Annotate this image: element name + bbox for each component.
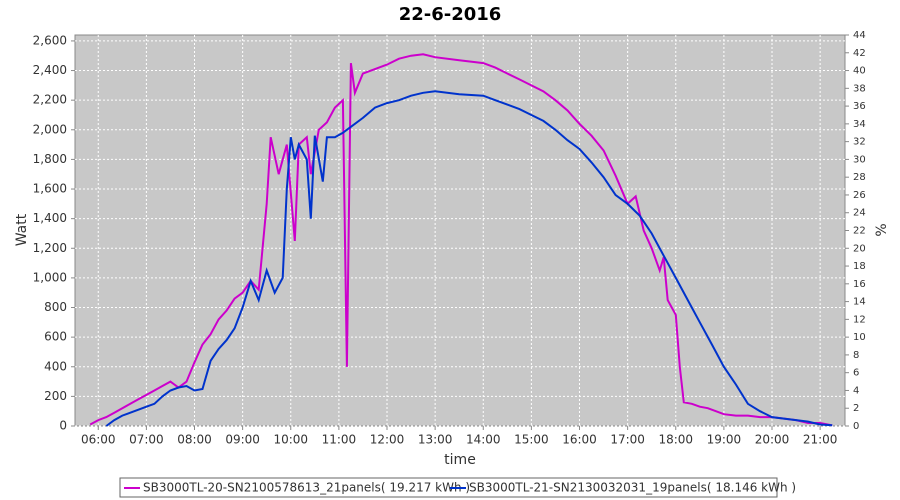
x-tick-label: 10:00: [273, 433, 308, 447]
y2-tick-label: 44: [853, 30, 866, 41]
x-tick-label: 20:00: [755, 433, 790, 447]
y2-tick-label: 34: [853, 119, 866, 130]
y2-tick-label: 6: [853, 368, 859, 379]
y2-tick-label: 0: [853, 421, 859, 432]
y2-tick-label: 4: [853, 385, 859, 396]
x-tick-label: 07:00: [129, 433, 164, 447]
y2-axis-title: %: [874, 223, 890, 236]
y2-tick-label: 32: [853, 137, 866, 148]
x-tick-label: 17:00: [610, 433, 645, 447]
x-tick-label: 16:00: [562, 433, 597, 447]
legend-label: SB3000TL-20-SN2100578613_21panels( 19.21…: [143, 481, 470, 495]
y2-tick-label: 36: [853, 101, 866, 112]
series-line: [105, 90, 833, 427]
x-tick-label: 21:00: [803, 433, 838, 447]
y2-tick-label: 22: [853, 226, 866, 237]
y2-tick-label: 2: [853, 403, 859, 414]
x-tick-label: 13:00: [418, 433, 453, 447]
y-tick-label: 0: [59, 419, 67, 433]
x-tick-label: 11:00: [322, 433, 357, 447]
y-tick-label: 200: [44, 389, 67, 403]
x-tick-label: 14:00: [466, 433, 501, 447]
y-tick-label: 1,200: [33, 241, 67, 255]
y2-tick-label: 38: [853, 83, 866, 94]
y-tick-label: 1,600: [33, 182, 67, 196]
y-tick-label: 1,000: [33, 270, 67, 284]
x-tick-label: 09:00: [225, 433, 260, 447]
y2-tick-label: 16: [853, 279, 866, 290]
y2-tick-label: 12: [853, 314, 866, 325]
y2-tick-label: 10: [853, 332, 866, 343]
y2-tick-label: 20: [853, 243, 866, 254]
y2-tick-label: 18: [853, 261, 866, 272]
y-tick-label: 2,200: [33, 93, 67, 107]
y2-tick-label: 30: [853, 154, 866, 165]
y2-tick-label: 8: [853, 350, 859, 361]
x-tick-label: 12:00: [370, 433, 405, 447]
y2-tick-label: 26: [853, 190, 866, 201]
y-tick-label: 2,600: [33, 33, 67, 47]
y-tick-label: 1,400: [33, 211, 67, 225]
x-tick-label: 06:00: [81, 433, 116, 447]
legend-label: SB3000TL-21-SN2130032031_19panels( 18.14…: [469, 481, 796, 495]
x-tick-label: 08:00: [177, 433, 212, 447]
x-tick-label: 15:00: [514, 433, 549, 447]
y-tick-label: 600: [44, 330, 67, 344]
chart-title: 22-6-2016: [399, 4, 502, 25]
legend: [119, 477, 778, 498]
y-axis-title: Watt: [14, 213, 30, 246]
y-tick-label: 400: [44, 359, 67, 373]
y2-tick-label: 40: [853, 66, 866, 77]
y2-tick-label: 28: [853, 172, 866, 183]
y2-tick-label: 14: [853, 297, 866, 308]
y-tick-label: 800: [44, 300, 67, 314]
x-axis-title: time: [444, 452, 476, 468]
series-line: [89, 53, 833, 427]
y2-tick-label: 24: [853, 208, 866, 219]
y2-tick-label: 42: [853, 48, 866, 59]
y-tick-label: 2,400: [33, 63, 67, 77]
x-tick-label: 19:00: [707, 433, 742, 447]
y-tick-label: 1,800: [33, 152, 67, 166]
x-tick-label: 18:00: [658, 433, 693, 447]
y-tick-label: 2,000: [33, 122, 67, 136]
